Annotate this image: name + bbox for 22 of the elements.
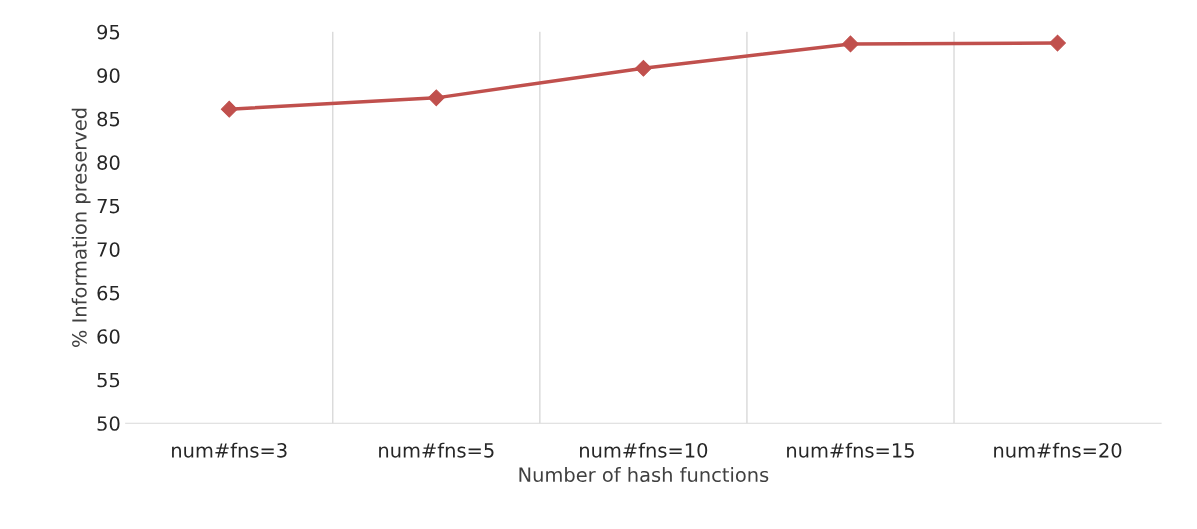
y-tick-label: 80 [97, 155, 120, 170]
x-tick-label: num#fns=3 [172, 442, 287, 458]
y-tick-label: 50 [97, 416, 120, 431]
y-axis-title: % Information preserved [71, 108, 91, 347]
y-tick-label: 75 [97, 198, 120, 214]
y-tick-label: 55 [97, 372, 120, 388]
point [842, 35, 859, 53]
y-tick-label: 70 [97, 242, 120, 257]
y-tick-label: 90 [97, 68, 120, 83]
x-axis-title: Number of hash functions [519, 467, 769, 483]
point [635, 59, 652, 77]
x-tick-label: num#fns=20 [994, 442, 1122, 458]
point [427, 89, 445, 107]
y-tick-label: 60 [97, 329, 120, 344]
y-tick-label: 85 [97, 111, 120, 127]
point [1049, 34, 1066, 52]
y-tick-label: 95 [97, 24, 120, 40]
y-tick-label: 65 [97, 285, 120, 301]
x-tick-label: num#fns=5 [379, 442, 494, 458]
x-tick-label: num#fns=15 [787, 442, 914, 458]
point [220, 100, 238, 118]
x-tick-label: num#fns=10 [580, 442, 708, 458]
